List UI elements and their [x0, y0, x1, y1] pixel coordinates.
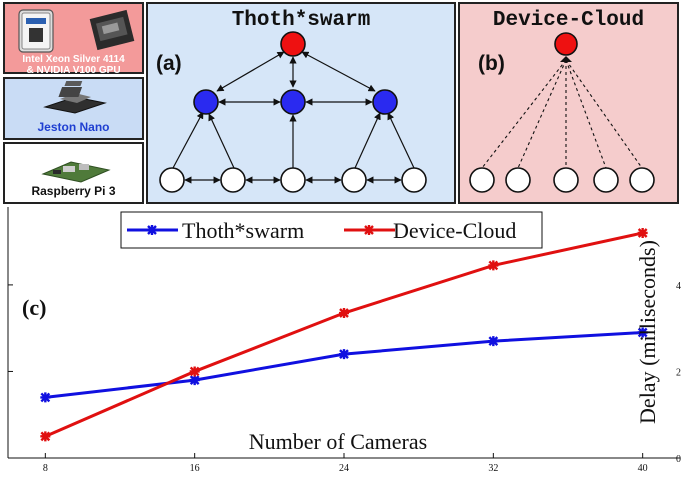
data-point [488, 260, 499, 271]
swarm-edges [172, 51, 415, 184]
x-axis-label: Number of Cameras [249, 429, 427, 454]
series-line-device-cloud [44, 231, 643, 438]
edge-node-center [280, 89, 306, 115]
data-point [488, 336, 499, 347]
server-hardware-label-line2: & NVIDIA V100 GPU [26, 65, 121, 76]
device-cloud-edges [481, 59, 643, 169]
edge-node-right [372, 89, 398, 115]
swarm-nodes [159, 31, 427, 193]
chart-legend: Thoth*swarm Device-Cloud [120, 211, 543, 249]
device-hardware-box: Raspberry Pi 3 [3, 142, 144, 204]
edge-right-to-device5 [387, 112, 415, 169]
x-tick-label: 32 [488, 463, 498, 474]
x-tick-label: 24 [339, 463, 349, 474]
y-axis-label: Delay (milliseconds) [635, 240, 660, 424]
server-hardware-label-line1: Intel Xeon Silver 4114 [22, 54, 125, 65]
dc-arrowhead [560, 56, 572, 62]
device-cloud-title: Device-Cloud [492, 9, 645, 32]
edge-left-to-device2 [208, 113, 235, 169]
device-node-2 [220, 167, 246, 193]
edge-hardware-box: Jeston Nano [3, 77, 144, 140]
dc-edge-5 [565, 59, 643, 169]
series-line-thoth-swarm [45, 331, 643, 399]
gpu-card-icon [89, 9, 135, 51]
data-point [339, 349, 349, 360]
panel-a-tag: (a) [156, 52, 182, 75]
dc-device-node-4 [593, 167, 619, 193]
data-point [189, 375, 200, 386]
dc-edge-1 [481, 59, 567, 169]
device-cloud-nodes [469, 32, 655, 193]
x-tick-label: 40 [638, 463, 648, 474]
dc-cloud-node [554, 32, 578, 56]
edge-cloud-to-right [301, 51, 376, 92]
edge-cloud-to-left [216, 51, 285, 92]
legend-entry: Device-Cloud [344, 218, 516, 243]
legend-entry: Thoth*swarm [127, 218, 304, 243]
cloud-node [280, 31, 306, 57]
data-point [40, 392, 51, 403]
device-node-5 [401, 167, 427, 193]
dc-device-node-3 [553, 167, 579, 193]
chart-series [40, 227, 648, 442]
device-node-3 [280, 167, 306, 193]
y-tick-label: 4 [676, 281, 681, 292]
dc-edge-4 [565, 59, 607, 169]
data-point [637, 227, 648, 238]
legend-label: Thoth*swarm [182, 218, 304, 243]
server-hardware-icons [18, 9, 135, 53]
data-point [40, 431, 51, 442]
data-point [339, 308, 349, 319]
device-node-1 [159, 167, 185, 193]
edge-left-to-device1 [172, 111, 204, 169]
y-tick-label: 2 [676, 367, 681, 378]
legend-box [120, 211, 543, 249]
jetson-board-icon [43, 81, 107, 114]
legend-label: Device-Cloud [393, 218, 516, 243]
device-hardware-label: Raspberry Pi 3 [31, 184, 116, 198]
dc-edge-2 [517, 59, 567, 169]
server-hardware-box: Intel Xeon Silver 4114 & NVIDIA V100 GPU [3, 2, 144, 76]
y-tick-label: 0 [676, 454, 681, 465]
edge-right-to-device4 [354, 112, 381, 169]
dc-device-node-5 [629, 167, 655, 193]
topology-diagrams [159, 31, 655, 193]
x-tick-label: 8 [43, 463, 48, 474]
chart-tag: (c) [22, 295, 46, 320]
device-node-4 [341, 167, 367, 193]
dc-device-node-2 [505, 167, 531, 193]
data-point [189, 366, 200, 377]
raspberry-pi-board-icon [41, 161, 111, 183]
panel-b-tag: (b) [478, 52, 505, 75]
edge-hardware-label: Jeston Nano [37, 120, 110, 134]
edge-node-left [193, 89, 219, 115]
x-tick-label: 16 [190, 463, 200, 474]
data-point [637, 327, 648, 338]
thoth-swarm-title: Thoth*swarm [231, 9, 371, 32]
xeon-chip-icon [18, 9, 54, 53]
dc-device-node-1 [469, 167, 495, 193]
